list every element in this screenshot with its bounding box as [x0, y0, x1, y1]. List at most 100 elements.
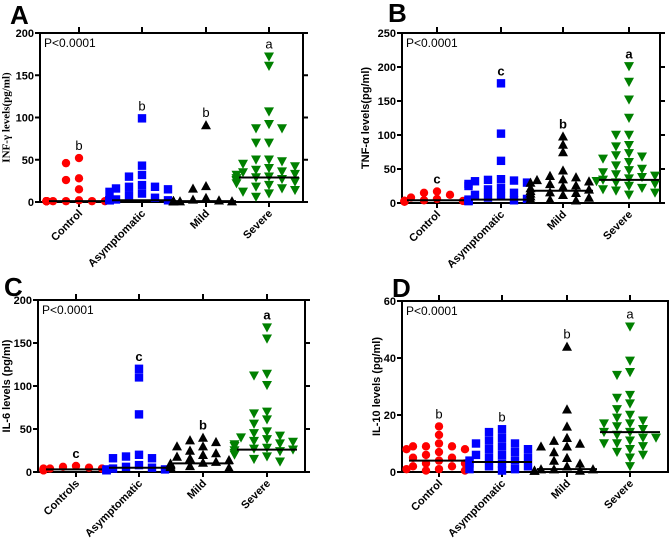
data-point-inverted-triangle	[625, 390, 635, 401]
data-point-circle	[400, 197, 409, 206]
data-point-inverted-triangle	[611, 186, 621, 196]
category-label: Control	[409, 478, 445, 514]
data-point-triangle	[172, 441, 182, 451]
plot-frame	[401, 32, 661, 204]
significance-letter: c	[497, 63, 504, 78]
data-point-square	[496, 183, 506, 193]
data-point-inverted-triangle	[275, 457, 285, 467]
data-point-triangle	[562, 341, 572, 351]
category-label: Severe	[241, 208, 275, 242]
data-point-circle	[434, 439, 444, 448]
data-point-triangle	[185, 460, 195, 471]
data-point-inverted-triangle	[624, 130, 634, 140]
data-point-triangle	[198, 432, 208, 442]
data-point-square	[134, 460, 144, 470]
data-point-inverted-triangle	[611, 142, 621, 152]
data-point-triangle	[198, 457, 208, 467]
data-point-inverted-triangle	[249, 371, 259, 381]
data-point-triangle	[571, 172, 581, 182]
y-axis-label: TNF-α levels(pg/ml)	[360, 67, 372, 169]
data-point-circle	[447, 462, 457, 471]
data-point-inverted-triangle	[625, 410, 635, 420]
data-point-inverted-triangle	[625, 322, 635, 332]
data-point-square	[134, 364, 144, 373]
data-point-inverted-triangle	[625, 462, 635, 472]
panel-c: C 0 50 100 150 200 IL-6 levels (pg/ml) P<0.0001…	[1, 272, 310, 540]
data-point-square	[509, 176, 519, 185]
data-point-triangle	[584, 176, 594, 186]
data-point-inverted-triangle	[637, 183, 647, 194]
data-point-square	[124, 182, 134, 191]
data-point-inverted-triangle	[599, 439, 609, 449]
data-point-triangle	[545, 194, 555, 204]
data-point-inverted-triangle	[288, 437, 298, 447]
data-point-circle	[434, 422, 444, 431]
data-point-inverted-triangle	[624, 181, 634, 191]
significance-letter: c	[433, 171, 440, 186]
panel-a: A 0 50 100 150 200 INF-γ levels(pg/ml) P<0.0001…	[1, 0, 308, 270]
data-point-inverted-triangle	[251, 138, 261, 148]
data-point-square	[137, 114, 147, 123]
data-point-square	[105, 196, 114, 205]
data-point-inverted-triangle	[249, 436, 259, 447]
significance-letter: b	[563, 327, 570, 342]
data-point-inverted-triangle	[624, 158, 634, 168]
data-point-triangle	[188, 194, 198, 204]
data-point-triangle	[575, 438, 585, 448]
data-point-inverted-triangle	[625, 436, 635, 446]
data-point-inverted-triangle	[650, 188, 660, 198]
data-point-square	[497, 433, 507, 442]
data-point-square	[483, 193, 493, 202]
data-point-triangle	[185, 435, 195, 445]
data-point-circle	[39, 466, 48, 475]
data-point-inverted-triangle	[262, 427, 272, 437]
data-point-circle	[42, 196, 51, 206]
data-point-square	[509, 188, 519, 197]
data-point-square	[150, 182, 160, 191]
data-point-square	[484, 462, 494, 471]
data-point-inverted-triangle	[290, 185, 300, 196]
y-tick-label: 50	[20, 424, 32, 436]
y-tick-label: 50	[22, 155, 34, 167]
data-point-inverted-triangle	[611, 161, 621, 171]
data-point-square	[121, 452, 131, 461]
y-tick-label: 0	[26, 467, 32, 479]
y-axis-label: INF-γ levels(pg/ml)	[1, 72, 13, 163]
data-point-square	[496, 192, 506, 201]
data-point-inverted-triangle	[264, 189, 274, 199]
data-point-inverted-triangle	[625, 453, 635, 463]
data-point-circle	[421, 450, 431, 460]
data-point-inverted-triangle	[625, 445, 635, 455]
data-point-square	[484, 436, 494, 445]
data-point-square	[105, 187, 114, 197]
data-point-inverted-triangle	[612, 439, 622, 449]
category-label: Control	[407, 209, 443, 245]
data-point-square	[496, 156, 506, 166]
data-point-inverted-triangle	[262, 443, 272, 453]
data-point-inverted-triangle	[624, 149, 634, 159]
data-point-square	[496, 175, 506, 184]
y-tick-label: 200	[378, 62, 396, 74]
panel-letter: C	[4, 272, 23, 302]
significance-letter: c	[135, 349, 142, 364]
data-point-triangle	[188, 183, 198, 193]
data-point-triangle	[185, 445, 195, 455]
data-point-inverted-triangle	[611, 170, 621, 180]
data-point-square	[163, 185, 173, 194]
p-value-annotation: P<0.0001	[406, 36, 458, 50]
data-point-triangle	[584, 192, 594, 202]
data-point-inverted-triangle	[598, 185, 608, 195]
data-point-inverted-triangle	[249, 429, 259, 439]
significance-letter: b	[202, 105, 209, 120]
data-point-inverted-triangle	[625, 399, 635, 409]
data-point-inverted-triangle	[277, 174, 287, 185]
data-point-triangle	[532, 174, 542, 185]
y-tick-label: 0	[28, 197, 34, 209]
data-point-inverted-triangle	[251, 124, 261, 134]
panel-letter: B	[388, 0, 407, 28]
data-point-square	[150, 193, 160, 202]
significance-letter: b	[559, 116, 567, 131]
data-point-inverted-triangle	[612, 393, 622, 403]
data-point-square	[497, 442, 507, 451]
